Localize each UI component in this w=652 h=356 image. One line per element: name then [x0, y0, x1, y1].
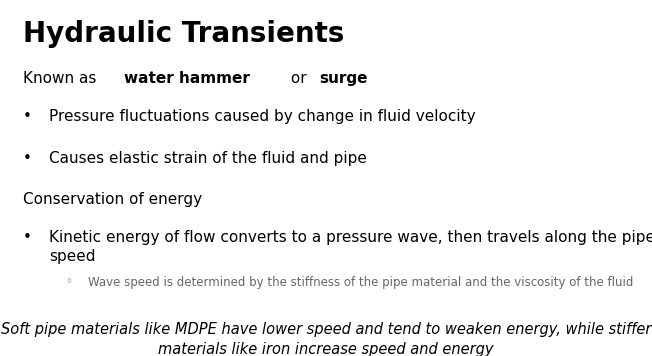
Text: Kinetic energy of flow converts to a pressure wave, then travels along the pipe : Kinetic energy of flow converts to a pre… [49, 230, 652, 265]
Text: ◦: ◦ [65, 276, 72, 289]
Text: water hammer: water hammer [124, 71, 250, 86]
Text: surge: surge [319, 71, 368, 86]
Text: Known as: Known as [23, 71, 101, 86]
Text: Conservation of energy: Conservation of energy [23, 192, 202, 207]
Text: Hydraulic Transients: Hydraulic Transients [23, 20, 344, 48]
Text: •: • [23, 151, 32, 166]
Text: •: • [23, 109, 32, 124]
Text: or: or [286, 71, 312, 86]
Text: Pressure fluctuations caused by change in fluid velocity: Pressure fluctuations caused by change i… [49, 109, 475, 124]
Text: Soft pipe materials like MDPE have lower speed and tend to weaken energy, while : Soft pipe materials like MDPE have lower… [1, 322, 651, 356]
Text: •: • [23, 230, 32, 245]
Text: Wave speed is determined by the stiffness of the pipe material and the viscosity: Wave speed is determined by the stiffnes… [88, 276, 633, 289]
Text: Causes elastic strain of the fluid and pipe: Causes elastic strain of the fluid and p… [49, 151, 367, 166]
